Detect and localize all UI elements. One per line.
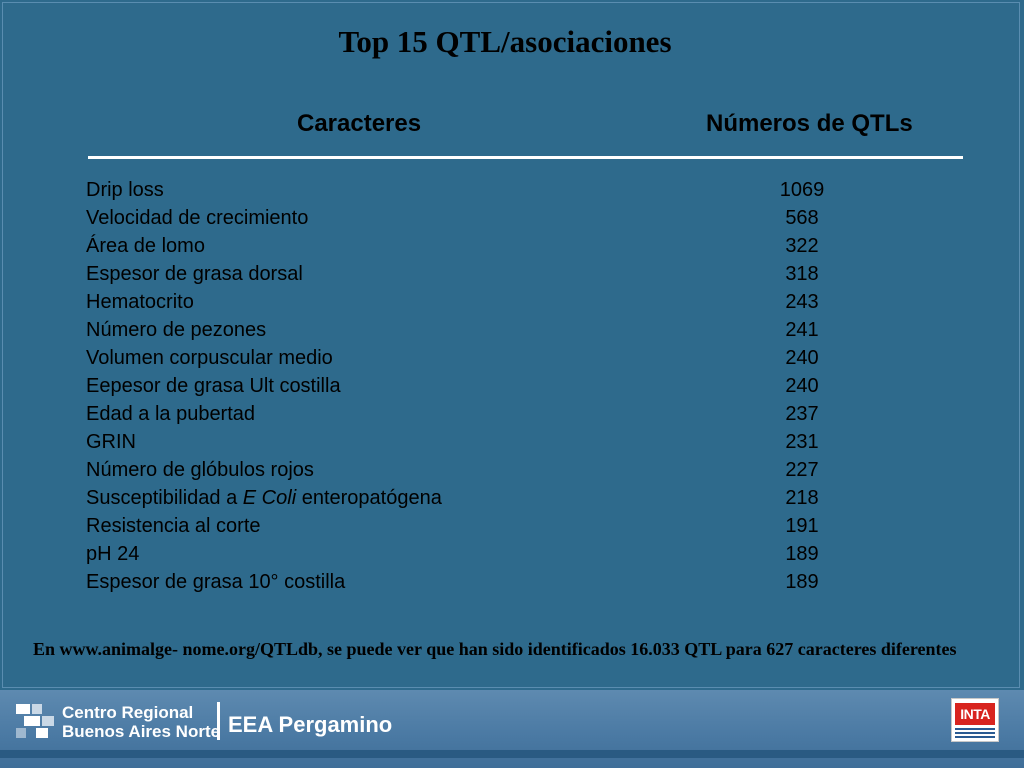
table-row: GRIN 231 (86, 428, 846, 456)
row-character: pH 24 (86, 543, 140, 565)
row-character: Resistencia al corte (86, 515, 261, 537)
row-character-suffix: enteropatógena (296, 487, 442, 509)
row-character: Número de glóbulos rojos (86, 459, 314, 481)
centro-regional-label: Centro Regional Buenos Aires Norte (62, 703, 220, 741)
row-count: 240 (785, 375, 819, 397)
row-character: Volumen corpuscular medio (86, 347, 333, 369)
row-count: 243 (785, 291, 819, 313)
row-count: 218 (785, 487, 819, 509)
row-count: 237 (785, 403, 819, 425)
table-row: Número de glóbulos rojos 227 (86, 456, 846, 484)
eea-pergamino-label: EEA Pergamino (228, 712, 393, 737)
row-count: 227 (785, 459, 819, 481)
logo-line-2: Buenos Aires Norte (62, 722, 221, 741)
row-character: Eepesor de grasa Ult costilla (86, 375, 341, 397)
slide-title: Top 15 QTL/asociaciones (338, 24, 672, 59)
table-row: Drip loss 1069 (86, 176, 846, 204)
header-qtl-count: Números de QTLs (706, 110, 913, 137)
row-character: Área de lomo (86, 235, 205, 257)
row-count: 241 (785, 319, 819, 341)
row-count: 189 (785, 543, 819, 565)
table-row: Susceptibilidad a E Coli enteropatógena … (86, 484, 846, 512)
footer-stripe (0, 750, 1024, 758)
row-count: 318 (785, 263, 819, 285)
table-row: Eepesor de grasa Ult costilla 240 (86, 372, 846, 400)
header-characters: Caracteres (297, 110, 422, 137)
footnote: En www.animalge- nome.org/QTLdb, se pued… (33, 639, 957, 659)
row-count: 240 (785, 347, 819, 369)
row-character: Hematocrito (86, 291, 194, 313)
row-character: Susceptibilidad a E Coli enteropatógena (86, 484, 442, 512)
table-row: pH 24 189 (86, 540, 846, 568)
table-row: Edad a la pubertad 237 (86, 400, 846, 428)
row-count: 231 (785, 431, 819, 453)
table-row: Área de lomo 322 (86, 232, 846, 260)
row-character: Velocidad de crecimiento (86, 207, 309, 229)
row-character: Número de pezones (86, 319, 267, 341)
row-character: GRIN (86, 431, 136, 453)
table-row: Espesor de grasa dorsal 318 (86, 260, 846, 288)
footer-bar (0, 690, 1024, 768)
inta-logo: INTA (951, 698, 999, 742)
table-row: Velocidad de crecimiento 568 (86, 204, 846, 232)
row-count: 189 (785, 571, 819, 593)
row-count: 191 (785, 515, 819, 537)
inta-logo-text: INTA (955, 703, 995, 725)
row-character: Espesor de grasa 10° costilla (86, 571, 346, 593)
table-row: Resistencia al corte 191 (86, 512, 846, 540)
footer-separator (217, 702, 220, 740)
table-row: Hematocrito 243 (86, 288, 846, 316)
row-character: Edad a la pubertad (86, 403, 256, 425)
row-character-prefix: Susceptibilidad a (86, 487, 243, 509)
header-divider (88, 156, 963, 159)
table-row: Número de pezones 241 (86, 316, 846, 344)
row-count: 568 (785, 207, 819, 229)
row-count: 1069 (779, 179, 825, 201)
row-character: Drip loss (86, 179, 164, 201)
row-character: Espesor de grasa dorsal (86, 263, 303, 285)
row-character-italic: E Coli (242, 487, 297, 509)
inta-stripes-icon (955, 728, 995, 738)
row-count: 322 (785, 235, 819, 257)
table-row: Espesor de grasa 10° costilla 189 (86, 568, 846, 596)
table-row: Volumen corpuscular medio 240 (86, 344, 846, 372)
logo-line-1: Centro Regional (62, 703, 194, 722)
centro-regional-logo-icon (16, 704, 54, 738)
slide-frame (2, 2, 1020, 688)
qtl-table: Drip loss 1069 Velocidad de crecimiento … (86, 176, 846, 596)
